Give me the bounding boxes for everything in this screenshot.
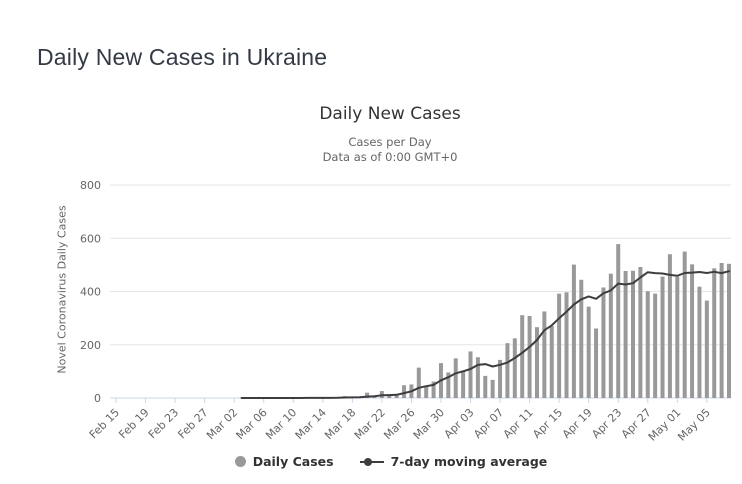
chart-subtitle-line2: Data as of 0:00 GMT+0 <box>322 150 458 164</box>
chart-legend: Daily Cases 7-day moving average <box>40 454 742 469</box>
legend-item-daily-cases[interactable]: Daily Cases <box>234 454 334 469</box>
daily-cases-bar[interactable] <box>645 291 650 398</box>
daily-cases-bar[interactable] <box>461 370 466 398</box>
gridlines <box>110 184 731 346</box>
daily-cases-bar[interactable] <box>608 273 613 398</box>
daily-cases-bar[interactable] <box>431 381 436 398</box>
daily-cases-bar[interactable] <box>468 351 473 398</box>
daily-cases-bar[interactable] <box>549 326 554 398</box>
page-title: Daily New Cases in Ukraine <box>37 44 328 70</box>
daily-cases-bar[interactable] <box>630 270 635 398</box>
daily-cases-bar[interactable] <box>424 385 429 398</box>
daily-cases-bar[interactable] <box>483 375 488 398</box>
daily-cases-bar[interactable] <box>653 293 658 398</box>
daily-cases-bar[interactable] <box>571 264 576 398</box>
daily-cases-bar[interactable] <box>365 392 370 398</box>
x-tick-label: Apr 19 <box>560 406 595 441</box>
daily-cases-bar[interactable] <box>690 264 695 398</box>
daily-cases-bar[interactable] <box>601 287 606 398</box>
daily-cases-marker-icon <box>234 456 246 467</box>
y-tick-label: 400 <box>80 286 101 299</box>
x-tick-label: Feb 23 <box>146 406 181 441</box>
x-tick-label: Mar 22 <box>352 406 388 442</box>
daily-cases-bar[interactable] <box>697 286 702 398</box>
x-tick-label: Apr 11 <box>501 406 536 441</box>
x-tick-label: Apr 07 <box>471 406 506 441</box>
y-tick-label: 800 <box>80 179 101 192</box>
daily-cases-bar[interactable] <box>446 372 451 398</box>
daily-cases-bar[interactable] <box>682 251 687 398</box>
chart-subtitle: Cases per Day Data as of 0:00 GMT+0 <box>0 135 742 165</box>
moving-average-line[interactable] <box>240 270 730 399</box>
x-axis-ticks <box>115 398 708 403</box>
x-tick-label: Mar 18 <box>322 406 358 442</box>
y-tick-label: 600 <box>80 232 101 245</box>
moving-average-series[interactable] <box>240 270 730 399</box>
daily-cases-bar[interactable] <box>394 394 399 398</box>
daily-cases-bar[interactable] <box>475 357 480 398</box>
daily-cases-bar[interactable] <box>557 293 562 398</box>
daily-cases-bar[interactable] <box>579 279 584 398</box>
daily-cases-bar[interactable] <box>623 270 628 398</box>
y-axis-labels: 0 200 400 600 800 <box>80 179 101 405</box>
daily-cases-bar[interactable] <box>586 306 591 398</box>
x-tick-label: May 05 <box>675 406 713 444</box>
chart-subtitle-line1: Cases per Day <box>348 135 432 149</box>
daily-cases-bar[interactable] <box>712 268 717 398</box>
x-tick-label: Feb 27 <box>175 406 210 441</box>
daily-cases-bar[interactable] <box>534 327 539 398</box>
daily-cases-bar[interactable] <box>719 263 724 398</box>
daily-cases-bars[interactable] <box>239 244 731 398</box>
y-tick-label: 0 <box>94 392 101 405</box>
daily-cases-bar[interactable] <box>520 315 525 398</box>
x-tick-label: Mar 06 <box>234 406 270 442</box>
daily-cases-bar[interactable] <box>416 367 421 398</box>
daily-cases-bar[interactable] <box>498 359 503 398</box>
daily-cases-bar[interactable] <box>594 328 599 398</box>
chart-title: Daily New Cases <box>319 104 461 124</box>
daily-cases-bar[interactable] <box>527 315 532 398</box>
daily-cases-bar[interactable] <box>505 343 510 398</box>
daily-cases-bar[interactable] <box>727 263 731 398</box>
x-tick-label: Mar 14 <box>293 406 329 442</box>
daily-cases-bar[interactable] <box>512 338 517 398</box>
daily-cases-bar[interactable] <box>616 244 621 398</box>
x-tick-label: Feb 15 <box>87 406 122 441</box>
daily-cases-bar[interactable] <box>490 379 495 398</box>
daily-cases-bar[interactable] <box>387 395 392 398</box>
daily-cases-bar[interactable] <box>667 254 672 398</box>
daily-cases-bar[interactable] <box>704 300 709 398</box>
x-tick-label: Apr 23 <box>589 406 624 441</box>
x-tick-label: Mar 30 <box>411 406 447 442</box>
daily-cases-bar[interactable] <box>638 267 643 398</box>
x-tick-label: Mar 26 <box>381 406 417 442</box>
daily-cases-bar[interactable] <box>542 311 547 398</box>
daily-cases-bar[interactable] <box>453 358 458 398</box>
daily-cases-bar[interactable] <box>402 385 407 398</box>
y-tick-label: 200 <box>80 339 101 352</box>
legend-daily-cases-label: Daily Cases <box>252 454 334 469</box>
x-tick-label: Mar 10 <box>263 406 299 442</box>
daily-cases-bar[interactable] <box>675 276 680 398</box>
daily-cases-bar[interactable] <box>564 292 569 398</box>
daily-cases-bar[interactable] <box>660 276 665 398</box>
x-tick-label: Apr 15 <box>530 406 565 441</box>
x-tick-label: Mar 02 <box>204 406 240 442</box>
x-tick-label: Feb 19 <box>116 406 151 441</box>
legend-item-moving-average[interactable]: 7-day moving average <box>359 454 548 469</box>
legend-moving-average-label: 7-day moving average <box>390 454 548 469</box>
moving-average-marker-icon <box>359 456 384 468</box>
x-tick-label: Apr 03 <box>442 406 477 441</box>
